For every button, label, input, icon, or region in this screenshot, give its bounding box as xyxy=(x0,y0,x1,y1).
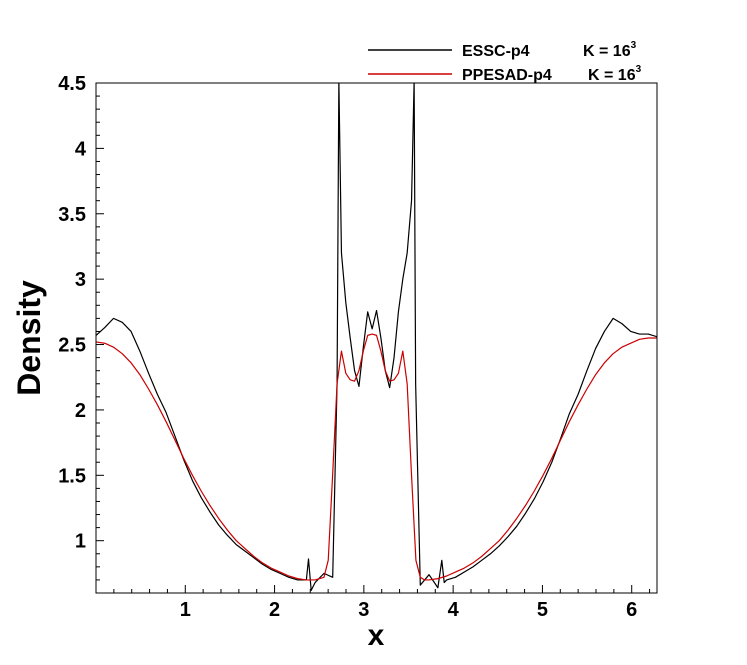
series-layer xyxy=(96,83,657,591)
y-tick-label: 2 xyxy=(75,400,86,422)
x-axis-ticks: 1 2 3 4 5 6 xyxy=(113,585,651,621)
y-tick-label: 3.5 xyxy=(58,204,86,226)
legend-k-exponent-1: 3 xyxy=(631,40,637,51)
x-tick-label: 3 xyxy=(358,599,369,621)
series-line-2 xyxy=(96,333,657,581)
legend-k-label-2: K = 163 xyxy=(588,64,642,84)
plot-frame xyxy=(95,82,658,594)
x-axis-title: x xyxy=(368,619,385,652)
y-tick-label: 2.5 xyxy=(58,335,86,357)
x-tick-label: 5 xyxy=(537,599,548,621)
y-tick-label: 1.5 xyxy=(58,465,86,487)
x-tick-label: 1 xyxy=(180,599,191,621)
y-tick-label: 3 xyxy=(75,269,86,291)
legend-label-1: ESSC-p4 xyxy=(462,43,530,60)
x-tick-label: 2 xyxy=(269,599,280,621)
y-tick-label: 1 xyxy=(75,531,86,553)
series-line-1 xyxy=(96,83,657,591)
y-axis-ticks: 1 1.5 2 2.5 3 3.5 4 4.5 xyxy=(58,73,104,581)
legend-k-label-1: K = 163 xyxy=(583,40,637,60)
x-tick-label: 6 xyxy=(626,599,637,621)
legend: ESSC-p4 K = 163 PPESAD-p4 K = 163 xyxy=(368,40,642,84)
legend-k-exponent-2: 3 xyxy=(636,64,642,75)
y-tick-label: 4.5 xyxy=(58,73,86,95)
legend-label-2: PPESAD-p4 xyxy=(462,67,552,84)
y-tick-label: 4 xyxy=(75,138,87,160)
x-tick-label: 4 xyxy=(448,599,460,621)
y-axis-title: Density xyxy=(11,280,47,396)
